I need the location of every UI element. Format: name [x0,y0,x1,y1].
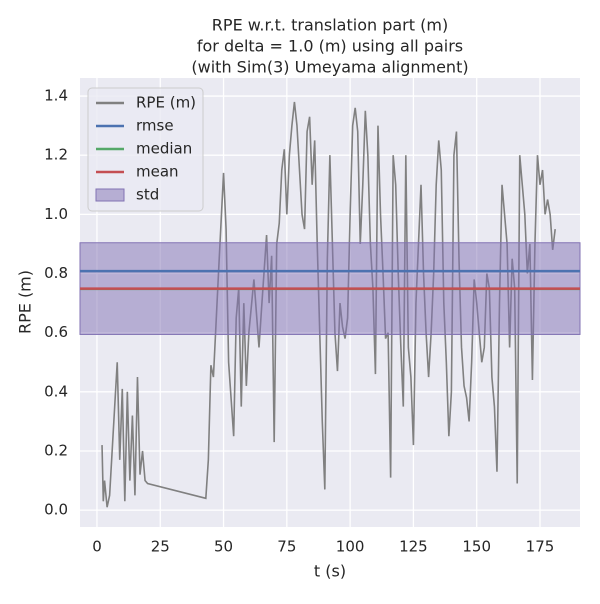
x-tick-label: 125 [399,538,428,556]
y-tick-label: 1.2 [44,146,68,164]
y-tick-label: 1.0 [44,205,68,223]
legend-label: median [136,140,192,158]
legend-label: std [136,186,159,204]
legend-box [87,87,204,212]
legend-label: mean [136,163,179,181]
x-tick-label: 0 [92,538,102,556]
y-tick-label: 0.6 [44,323,68,341]
y-tick-label: 0.4 [44,382,68,400]
x-tick-label: 25 [151,538,170,556]
y-axis-label: RPE (m) [16,270,35,334]
legend-label: RPE (m) [136,94,196,112]
legend-swatch [95,188,125,202]
x-tick-label: 100 [336,538,365,556]
x-tick-label: 50 [214,538,233,556]
data-line [101,101,556,508]
y-tick-label: 0.2 [44,441,68,459]
y-tick-label: 0.0 [44,501,68,519]
y-tick-label: 1.4 [44,87,68,105]
chart-title: (with Sim(3) Umeyama alignment) [191,58,468,77]
x-axis-label: t (s) [314,562,346,581]
x-tick-label: 75 [277,538,296,556]
chart-title: RPE w.r.t. translation part (m) [212,16,448,35]
legend-label: rmse [136,117,174,135]
y-tick-label: 0.8 [44,264,68,282]
chart-title: for delta = 1.0 (m) using all pairs [197,37,463,56]
x-tick-label: 175 [526,538,555,556]
x-tick-label: 150 [462,538,491,556]
